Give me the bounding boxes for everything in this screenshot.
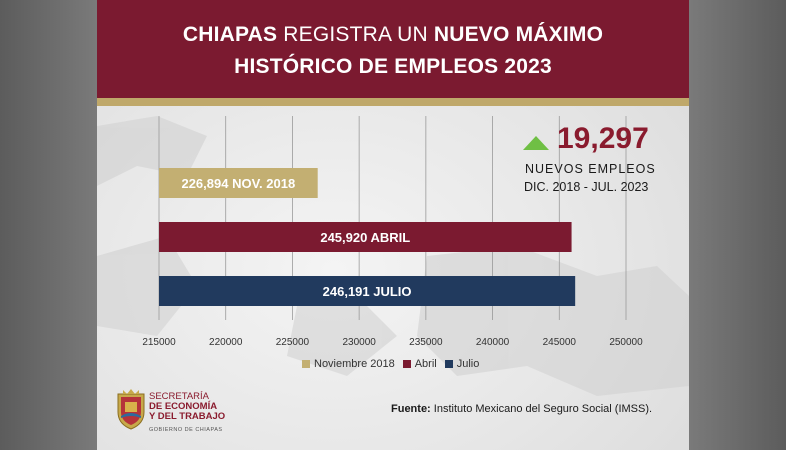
legend-swatch xyxy=(444,360,453,368)
header-gold-stripe xyxy=(97,98,689,106)
x-tick-label: 230000 xyxy=(342,337,376,348)
bar-data-label: 245,920 ABRIL xyxy=(320,230,410,245)
x-tick-label: 240000 xyxy=(476,337,510,348)
infographic-card: CHIAPAS REGISTRA UN NUEVO MÁXIMO HISTÓRI… xyxy=(97,0,689,450)
bar-data-label: 226,894 NOV. 2018 xyxy=(181,176,295,191)
legend-item: Abril xyxy=(402,358,437,370)
kpi-label: NUEVOS EMPLEOS xyxy=(525,162,656,176)
legend-swatch xyxy=(402,360,411,368)
up-arrow-icon xyxy=(523,136,549,150)
kpi-period: DIC. 2018 - JUL. 2023 xyxy=(524,180,649,194)
bar xyxy=(159,168,318,198)
bar xyxy=(159,276,576,306)
x-tick-label: 220000 xyxy=(209,337,243,348)
x-tick-label: 245000 xyxy=(543,337,577,348)
chart-legend: Noviembre 2018 Abril Julio xyxy=(302,358,479,370)
x-tick-label: 235000 xyxy=(409,337,443,348)
source-note: Fuente: Instituto Mexicano del Seguro So… xyxy=(391,403,653,415)
x-tick-label: 250000 xyxy=(609,337,643,348)
legend-item: Julio xyxy=(444,358,479,370)
ministry-logo-text: SECRETARÍA DE ECONOMÍA Y DEL TRABAJO GOB… xyxy=(149,391,226,434)
bar-chart: 226,894 NOV. 2018 245,920 ABRIL 246,191 JU… xyxy=(142,116,643,348)
page-title-line2: HISTÓRICO DE EMPLEOS 2023 xyxy=(234,55,552,78)
header-banner: CHIAPAS REGISTRA UN NUEVO MÁXIMO HISTÓRI… xyxy=(97,0,689,98)
x-tick-label: 215000 xyxy=(142,337,176,348)
legend-swatch xyxy=(302,360,310,368)
x-tick-label: 225000 xyxy=(276,337,310,348)
background-left xyxy=(0,0,97,450)
bar xyxy=(159,222,572,252)
kpi-value: 19,297 xyxy=(557,122,649,155)
legend-item: Noviembre 2018 xyxy=(302,358,395,370)
background-right xyxy=(689,0,786,450)
page-title-line1: CHIAPAS REGISTRA UN NUEVO MÁXIMO xyxy=(182,23,604,46)
coat-of-arms-icon xyxy=(117,389,145,430)
bar-data-label: 246,191 JULIO xyxy=(323,284,412,299)
